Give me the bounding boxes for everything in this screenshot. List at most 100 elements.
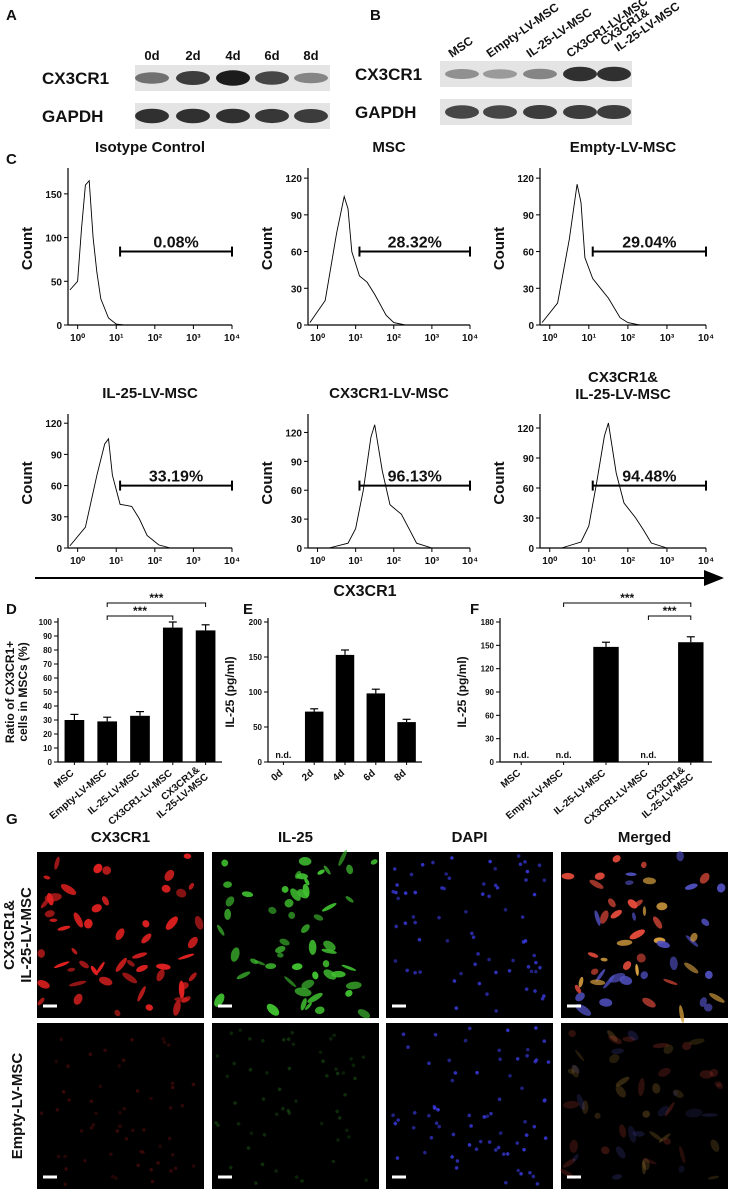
cell	[574, 984, 582, 994]
cell	[321, 948, 337, 954]
cell	[230, 947, 240, 962]
cell	[88, 1052, 93, 1057]
cell	[317, 869, 325, 875]
y-tick-label: 60	[291, 486, 303, 497]
cell	[405, 968, 409, 973]
cell	[494, 1009, 499, 1013]
cell	[284, 976, 297, 988]
cell	[98, 1084, 103, 1089]
cells	[561, 851, 726, 1023]
cell	[515, 1141, 520, 1145]
cell	[393, 1121, 398, 1126]
cell	[489, 1111, 493, 1116]
cell	[563, 1100, 579, 1109]
lane-label: MSC	[446, 34, 476, 61]
y-tick-label: 60	[51, 482, 63, 493]
cell	[93, 863, 103, 874]
cell	[487, 894, 491, 899]
cell	[332, 1033, 336, 1038]
cell	[445, 939, 450, 943]
cell	[411, 1126, 416, 1130]
x-tick-label: 10¹	[348, 333, 363, 344]
micrograph	[386, 852, 553, 1018]
cell	[520, 915, 525, 919]
cell	[542, 1098, 547, 1102]
cell	[427, 1113, 431, 1118]
blot-band	[216, 70, 250, 86]
cell	[145, 1004, 153, 1011]
cell	[63, 1182, 68, 1187]
y-tick-label: 120	[285, 428, 302, 439]
cell	[709, 992, 725, 1003]
y-tick-label: 70	[43, 660, 52, 669]
cell	[178, 953, 195, 960]
cell	[498, 1131, 503, 1135]
cell	[642, 1110, 650, 1118]
x-tick-label: 10¹	[109, 333, 124, 344]
cell	[663, 978, 678, 985]
panel-label: F	[470, 601, 479, 618]
cell	[658, 1133, 671, 1143]
y-axis-label: Count	[491, 227, 508, 270]
cell	[503, 907, 508, 912]
cell	[158, 1144, 162, 1149]
blot-band	[445, 105, 479, 119]
cell	[622, 1036, 636, 1042]
blot-band	[483, 105, 517, 119]
cell	[346, 864, 354, 875]
y-tick-label: 60	[523, 484, 535, 495]
cell	[487, 1140, 492, 1144]
cell	[268, 906, 277, 914]
y-tick-label: 0	[296, 321, 302, 332]
cell	[619, 1124, 627, 1138]
cell	[79, 1129, 84, 1133]
hist-title: Isotype Control	[95, 139, 205, 156]
cell	[277, 952, 284, 958]
y-tick-label: 50	[253, 723, 262, 732]
cell	[281, 1106, 285, 1111]
cells	[37, 853, 204, 1017]
cell	[594, 872, 605, 880]
cell	[115, 928, 125, 941]
cell	[454, 1166, 459, 1170]
cell	[294, 1099, 298, 1103]
cell	[122, 1106, 127, 1111]
cell	[284, 899, 294, 908]
cell	[652, 1083, 661, 1094]
cell	[401, 1032, 406, 1037]
cell	[117, 1064, 121, 1068]
cell	[522, 1147, 526, 1152]
cell	[215, 1054, 220, 1058]
panel-label: A	[6, 7, 17, 24]
cell	[685, 1108, 703, 1118]
cell	[525, 1047, 530, 1052]
cell	[305, 1002, 312, 1011]
cell	[632, 1130, 645, 1137]
cell	[55, 1108, 60, 1112]
cell	[124, 1137, 129, 1141]
sig-label: ***	[620, 591, 634, 605]
cell	[616, 939, 633, 946]
cell	[214, 993, 225, 1007]
cell	[437, 1124, 442, 1129]
gate-label: 94.48%	[622, 469, 676, 486]
cell	[67, 967, 76, 972]
value-label: n.d.	[640, 750, 656, 760]
cell	[497, 1097, 502, 1102]
cell	[370, 859, 378, 865]
blot-band	[255, 71, 289, 85]
x-tick-label: MSC	[499, 768, 523, 791]
cell	[642, 1158, 650, 1171]
cell	[625, 872, 637, 877]
cell	[183, 853, 192, 859]
cell	[533, 989, 537, 993]
cell	[166, 1043, 171, 1047]
cell	[279, 938, 290, 946]
cell	[114, 1176, 118, 1180]
cell	[91, 1123, 96, 1127]
y-tick-label: 0	[296, 544, 302, 555]
y-axis-label: Count	[19, 227, 36, 270]
cell	[520, 1086, 524, 1091]
cell	[707, 1175, 720, 1180]
